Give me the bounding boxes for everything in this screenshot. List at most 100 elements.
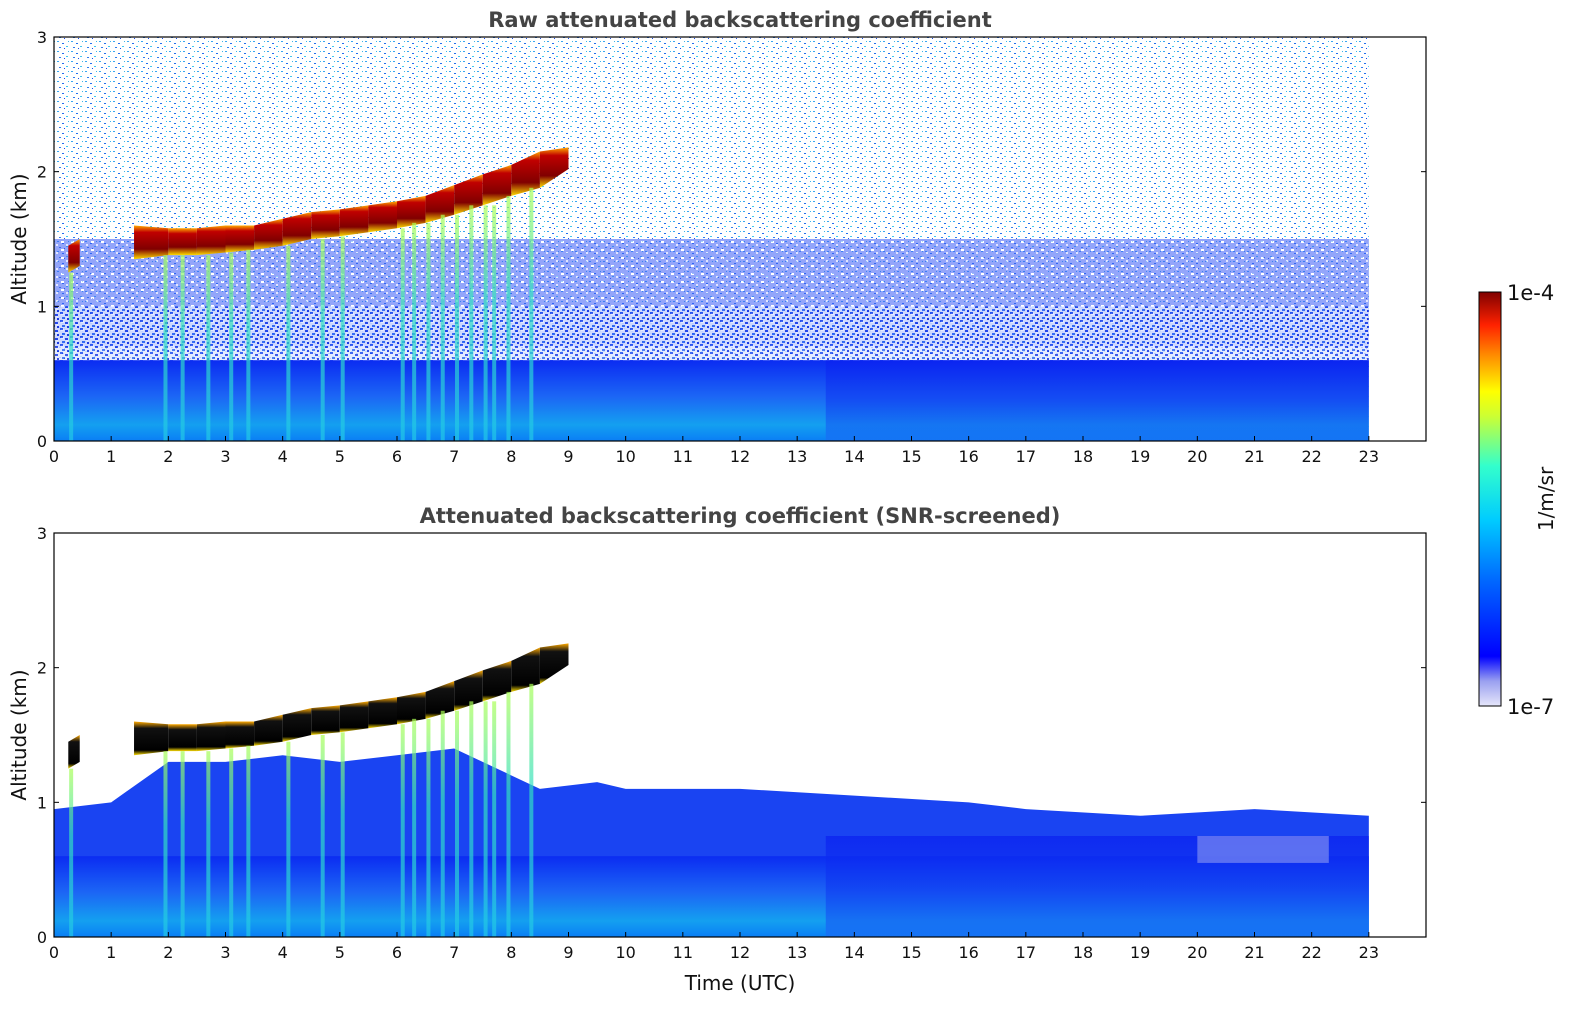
cloud-segment bbox=[397, 195, 426, 229]
cloud-segment bbox=[539, 147, 569, 188]
precip-streak bbox=[440, 214, 445, 441]
precip-streak bbox=[246, 745, 251, 937]
x-tick-label: 21 bbox=[1244, 943, 1264, 962]
cloud-segment bbox=[225, 225, 255, 253]
sparse-patch bbox=[1197, 836, 1329, 863]
y-tick-label: 0 bbox=[37, 928, 47, 947]
cloud-segment bbox=[454, 670, 483, 711]
colorbar-max-label: 1e-4 bbox=[1507, 281, 1554, 305]
cloud-segment bbox=[134, 721, 169, 756]
precip-streak bbox=[163, 255, 168, 441]
x-tick-label: 16 bbox=[958, 943, 978, 962]
panel-raw-title: Raw attenuated backscattering coefficien… bbox=[488, 8, 992, 32]
precip-streak bbox=[469, 701, 474, 937]
x-tick-label: 19 bbox=[1130, 447, 1150, 466]
panel-raw-ylabel: Altitude (km) bbox=[7, 173, 31, 304]
x-tick-label: 11 bbox=[673, 943, 693, 962]
cloud-segment bbox=[482, 164, 512, 206]
x-tick-label: 23 bbox=[1359, 943, 1379, 962]
precip-streak bbox=[492, 701, 497, 937]
x-tick-label: 14 bbox=[844, 447, 864, 466]
panel-screened-heatmap bbox=[54, 643, 1369, 937]
panel-screened-ylabel: Altitude (km) bbox=[7, 669, 31, 800]
precip-streak bbox=[69, 272, 74, 441]
panel-screened: Attenuated backscattering coefficient (S… bbox=[7, 504, 1427, 995]
precip-streak bbox=[163, 751, 168, 937]
y-tick-label: 1 bbox=[37, 793, 47, 812]
cloud-segment bbox=[168, 228, 197, 256]
x-tick-label: 14 bbox=[844, 943, 864, 962]
x-tick-label: 6 bbox=[392, 447, 402, 466]
precip-streak bbox=[455, 710, 460, 937]
x-tick-label: 2 bbox=[163, 943, 173, 962]
y-tick-label: 3 bbox=[37, 28, 47, 47]
precip-streak bbox=[320, 239, 325, 441]
precip-streak bbox=[426, 222, 431, 441]
precip-streak bbox=[412, 718, 417, 937]
x-tick-label: 12 bbox=[730, 447, 750, 466]
precip-streak bbox=[506, 691, 511, 937]
cloud-segment bbox=[425, 681, 455, 719]
precip-streak bbox=[206, 255, 211, 441]
cloud-segment bbox=[482, 660, 512, 702]
x-tick-label: 17 bbox=[1016, 447, 1036, 466]
x-tick-label: 22 bbox=[1301, 943, 1321, 962]
x-tick-label: 11 bbox=[673, 447, 693, 466]
cloud-segment bbox=[339, 701, 369, 733]
x-tick-label: 2 bbox=[163, 447, 173, 466]
precip-streak bbox=[180, 255, 185, 441]
x-tick-label: 4 bbox=[278, 447, 288, 466]
cloud-segment bbox=[254, 714, 283, 746]
colorbar-unit-label: 1/m/sr bbox=[1534, 466, 1558, 531]
x-tick-label: 9 bbox=[563, 943, 573, 962]
x-tick-label: 8 bbox=[506, 447, 516, 466]
cloud-segment bbox=[196, 225, 226, 256]
precip-streak bbox=[529, 683, 534, 937]
precip-streak bbox=[492, 205, 497, 441]
x-tick-label: 18 bbox=[1073, 943, 1093, 962]
colorbar-min-label: 1e-7 bbox=[1507, 695, 1554, 719]
cloud-segment bbox=[68, 735, 80, 769]
precip-streak bbox=[455, 214, 460, 441]
y-tick-label: 3 bbox=[37, 524, 47, 543]
cloud-segment bbox=[225, 721, 255, 749]
precip-streak bbox=[340, 732, 345, 937]
x-tick-label: 21 bbox=[1244, 447, 1264, 466]
colorbar-gradient bbox=[1478, 291, 1502, 707]
precip-streak bbox=[180, 751, 185, 937]
x-tick-label: 15 bbox=[901, 943, 921, 962]
precip-streak bbox=[469, 205, 474, 441]
x-tick-label: 3 bbox=[220, 943, 230, 962]
x-tick-label: 16 bbox=[958, 447, 978, 466]
x-tick-label: 5 bbox=[335, 447, 345, 466]
x-tick-label: 12 bbox=[730, 943, 750, 962]
cloud-segment bbox=[311, 209, 340, 239]
y-tick-label: 2 bbox=[37, 659, 47, 678]
cloud-segment bbox=[339, 205, 369, 237]
precip-streak bbox=[320, 735, 325, 937]
precip-streak bbox=[506, 195, 511, 441]
cloud-segment bbox=[282, 708, 312, 742]
x-tick-label: 8 bbox=[506, 943, 516, 962]
x-tick-label: 6 bbox=[392, 943, 402, 962]
noise-dense bbox=[54, 306, 1369, 367]
precip-streak bbox=[400, 724, 405, 937]
precip-streak bbox=[286, 741, 291, 937]
x-tick-label: 15 bbox=[901, 447, 921, 466]
precip-streak bbox=[412, 222, 417, 441]
x-tick-label: 17 bbox=[1016, 943, 1036, 962]
x-tick-label: 18 bbox=[1073, 447, 1093, 466]
precip-streak bbox=[229, 252, 234, 441]
x-tick-label: 3 bbox=[220, 447, 230, 466]
cloud-segment bbox=[311, 705, 340, 735]
precip-streak bbox=[483, 205, 488, 441]
cloud-segment bbox=[134, 225, 169, 260]
precip-streak bbox=[69, 768, 74, 937]
cloud-segment bbox=[368, 697, 397, 729]
precip-streak bbox=[440, 710, 445, 937]
precip-streak bbox=[246, 249, 251, 441]
cloud-segment bbox=[168, 724, 197, 752]
x-tick-label: 1 bbox=[106, 447, 116, 466]
x-tick-label: 9 bbox=[563, 447, 573, 466]
panel-screened-xlabel: Time (UTC) bbox=[684, 971, 796, 995]
